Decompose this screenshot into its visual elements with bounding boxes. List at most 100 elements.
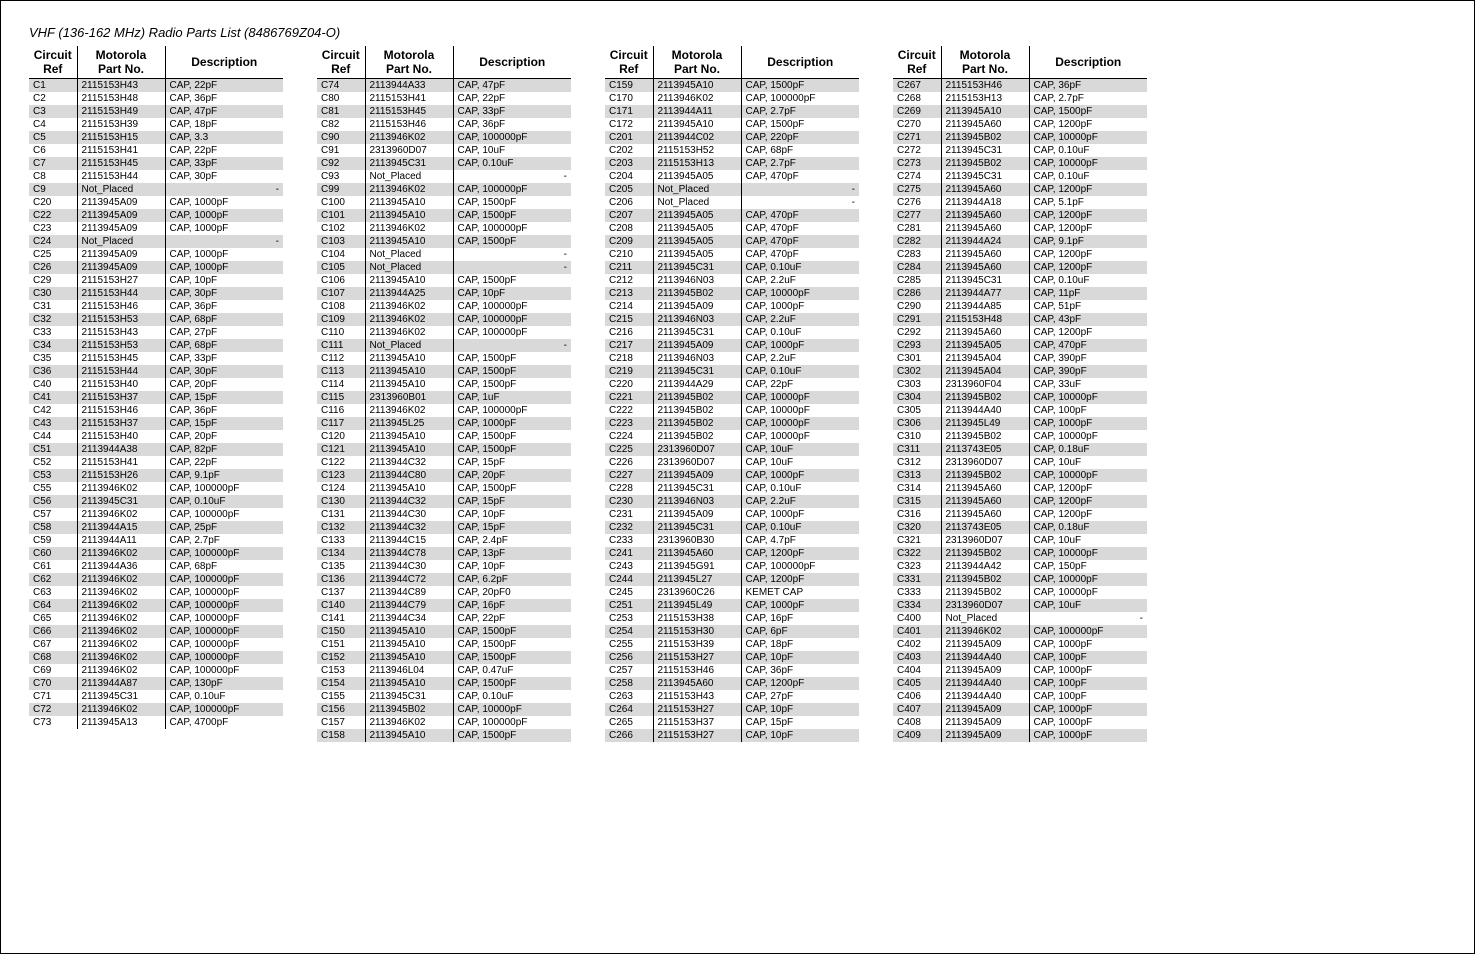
cell-partno: 2113945A10: [365, 235, 453, 248]
cell-description: CAP, 1000pF: [1029, 417, 1147, 430]
cell-description: CAP, 10pF: [453, 560, 571, 573]
table-row: C2092113945A05CAP, 470pF: [605, 235, 859, 248]
cell-description: CAP, 1000pF: [1029, 664, 1147, 677]
cell-description: CAP, 2.4pF: [453, 534, 571, 547]
cell-description: CAP, 5.1pF: [1029, 196, 1147, 209]
table-row: C422115153H46CAP, 36pF: [29, 404, 283, 417]
cell-ref: C109: [317, 313, 365, 326]
cell-ref: C403: [893, 651, 941, 664]
table-row: C1082113946K02CAP, 100000pF: [317, 300, 571, 313]
cell-description: CAP, 100000pF: [453, 183, 571, 196]
cell-ref: C35: [29, 352, 77, 365]
cell-ref: C207: [605, 209, 653, 222]
cell-description: CAP, 10000pF: [741, 391, 859, 404]
table-row: C612113944A36CAP, 68pF: [29, 560, 283, 573]
cell-description: CAP, 2.2uF: [741, 313, 859, 326]
cell-ref: C243: [605, 560, 653, 573]
cell-partno: 2113945A09: [77, 209, 165, 222]
cell-partno: 2113945B02: [941, 157, 1029, 170]
table-row: C2542115153H30CAP, 6pF: [605, 625, 859, 638]
table-row: C3332113945B02CAP, 10000pF: [893, 586, 1147, 599]
cell-description: CAP, 10pF: [453, 287, 571, 300]
table-row: C2262313960D07CAP, 10uF: [605, 456, 859, 469]
cell-ref: C151: [317, 638, 365, 651]
cell-partno: 2113946K02: [77, 482, 165, 495]
cell-description: CAP, 100000pF: [453, 326, 571, 339]
cell-partno: 2113945A09: [653, 469, 741, 482]
cell-description: CAP, 1500pF: [453, 274, 571, 287]
cell-partno: 2113946K02: [77, 612, 165, 625]
cell-partno: 2113945A10: [365, 651, 453, 664]
table-row: C432115153H37CAP, 15pF: [29, 417, 283, 430]
cell-partno: 2113945L49: [653, 599, 741, 612]
cell-partno: 2113945C31: [77, 495, 165, 508]
table-row: C3112113743E05CAP, 0.18uF: [893, 443, 1147, 456]
col-header-motorola: Motorola: [365, 46, 453, 62]
cell-ref: C170: [605, 92, 653, 105]
cell-description: CAP, 100000pF: [453, 313, 571, 326]
cell-ref: C302: [893, 365, 941, 378]
cell-description: CAP, 10pF: [453, 508, 571, 521]
table-row: C2112113945C31CAP, 0.10uF: [605, 261, 859, 274]
cell-ref: C310: [893, 430, 941, 443]
table-row: C2902113944A85CAP, 51pF: [893, 300, 1147, 313]
cell-partno: 2313960C26: [653, 586, 741, 599]
cell-description: CAP, 10000pF: [741, 417, 859, 430]
cell-description: CAP, 0.10uF: [741, 365, 859, 378]
cell-description: CAP, 33pF: [165, 352, 283, 365]
cell-partno: 2113945A60: [941, 222, 1029, 235]
cell-partno: 2113945B02: [653, 391, 741, 404]
table-row: C1502113945A10CAP, 1500pF: [317, 625, 571, 638]
cell-description: CAP, 2.2uF: [741, 352, 859, 365]
cell-partno: 2113945B02: [941, 469, 1029, 482]
cell-description: CAP, 1500pF: [453, 378, 571, 391]
cell-partno: 2313960B30: [653, 534, 741, 547]
cell-description: CAP, 220pF: [741, 131, 859, 144]
cell-description: CAP, 1000pF: [741, 599, 859, 612]
cell-partno: 2115153H46: [365, 118, 453, 131]
cell-ref: C29: [29, 274, 77, 287]
cell-description: CAP, 10uF: [741, 456, 859, 469]
table-row: C4032113944A40CAP, 100pF: [893, 651, 1147, 664]
col-header-motorola: Motorola: [941, 46, 1029, 62]
table-row: C2082113945A05CAP, 470pF: [605, 222, 859, 235]
cell-ref: C209: [605, 235, 653, 248]
cell-description: CAP, 1000pF: [741, 469, 859, 482]
table-row: C2822113944A24CAP, 9.1pF: [893, 235, 1147, 248]
cell-ref: C106: [317, 274, 365, 287]
cell-ref: C258: [605, 677, 653, 690]
cell-partno: 2113945A60: [653, 677, 741, 690]
table-row: C652113946K02CAP, 100000pF: [29, 612, 283, 625]
cell-partno: 2113945A05: [941, 339, 1029, 352]
cell-description: CAP, 2.7pF: [165, 534, 283, 547]
cell-description: CAP, 1200pF: [1029, 508, 1147, 521]
cell-ref: C122: [317, 456, 365, 469]
cell-description: CAP, 10000pF: [741, 287, 859, 300]
cell-ref: C271: [893, 131, 941, 144]
table-row: C2672115153H46CAP, 36pF: [893, 79, 1147, 93]
cell-description: CAP, 1500pF: [453, 430, 571, 443]
cell-partno: 2113945A05: [653, 170, 741, 183]
table-row: C3212313960D07CAP, 10uF: [893, 534, 1147, 547]
table-row: C1312113944C30CAP, 10pF: [317, 508, 571, 521]
table-row: C3032313960F04CAP, 33uF: [893, 378, 1147, 391]
cell-description: CAP, 100000pF: [165, 651, 283, 664]
table-row: C1702113946K02CAP, 100000pF: [605, 92, 859, 105]
cell-ref: C31: [29, 300, 77, 313]
cell-ref: C267: [893, 79, 941, 93]
table-row: C1582113945A10CAP, 1500pF: [317, 729, 571, 742]
cell-description: CAP, 0.18uF: [1029, 521, 1147, 534]
cell-ref: C102: [317, 222, 365, 235]
page-title: VHF (136-162 MHz) Radio Parts List (8486…: [29, 25, 1446, 40]
cell-partno: 2115153H13: [941, 92, 1029, 105]
cell-partno: 2113944A87: [77, 677, 165, 690]
cell-partno: 2113945A60: [941, 495, 1029, 508]
cell-ref: C73: [29, 716, 77, 729]
table-row: C2722113945C31CAP, 0.10uF: [893, 144, 1147, 157]
table-row: C522115153H41CAP, 22pF: [29, 456, 283, 469]
cell-ref: C136: [317, 573, 365, 586]
cell-partno: 2113944A25: [365, 287, 453, 300]
cell-ref: C20: [29, 196, 77, 209]
col-header-circuit: Circuit: [605, 46, 653, 62]
cell-partno: 2113945A05: [653, 222, 741, 235]
